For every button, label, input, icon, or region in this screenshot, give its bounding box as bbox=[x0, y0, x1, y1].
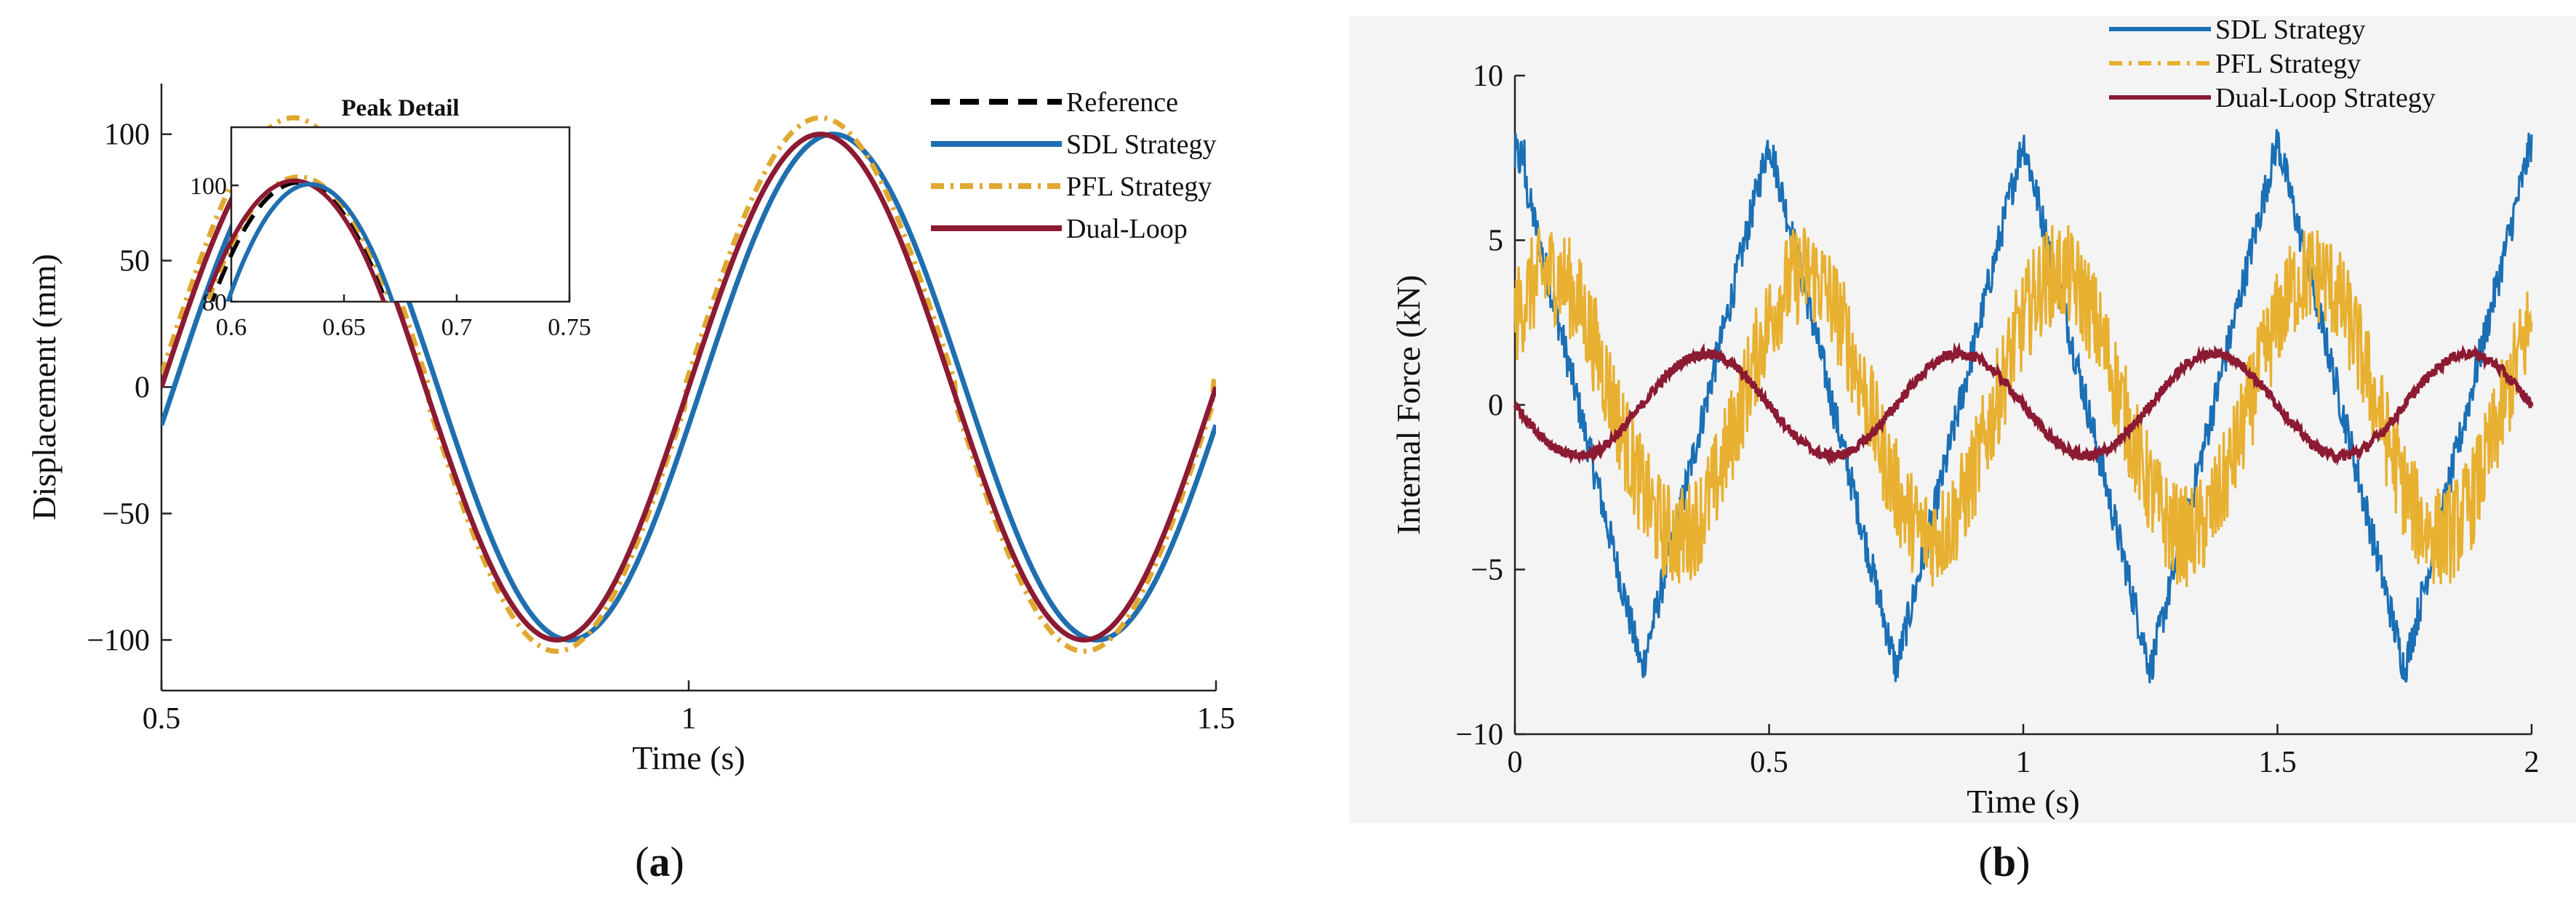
inset-title: Peak Detail bbox=[341, 95, 459, 121]
chart-b-legend-label: Dual-Loop Strategy bbox=[2215, 83, 2436, 113]
panel-a-label: (a) bbox=[635, 838, 684, 885]
chart-b-legend-label: PFL Strategy bbox=[2215, 49, 2361, 79]
chart-a-x-tick-label: 1.5 bbox=[1197, 702, 1236, 736]
chart-a-legend-label: Dual-Loop bbox=[1066, 214, 1188, 244]
chart-b-y-tick-label: −10 bbox=[1455, 718, 1503, 752]
chart-b-series-pfl-strategy bbox=[1513, 225, 2533, 587]
chart-b-x-tick-label: 2 bbox=[2524, 746, 2540, 779]
chart-a-y-tick-label: −100 bbox=[87, 624, 150, 657]
chart-a-legend-label: PFL Strategy bbox=[1066, 172, 1212, 202]
chart-b-y-tick-label: 5 bbox=[1488, 225, 1503, 258]
chart-b-series-dual-loop-strategy bbox=[1513, 342, 2534, 467]
inset-series-sdl-strategy bbox=[225, 182, 395, 302]
panel-b-label: (b) bbox=[1979, 838, 2031, 885]
panel-a: 0.5 1 1.5 −100 −50 0 50 100 Time (s) Displacement… bbox=[0, 0, 1287, 897]
chart-a-y-tick-label: 50 bbox=[119, 245, 150, 278]
chart-b-legend-label: SDL Strategy bbox=[2215, 15, 2366, 45]
chart-a-x-axis-title: Time (s) bbox=[632, 739, 745, 776]
chart-b-x-axis-title: Time (s) bbox=[1967, 783, 2080, 820]
inset-y-tick-label: 100 bbox=[190, 173, 227, 200]
panel-b-legend: SDL Strategy PFL Strategy Dual-Loop Strate… bbox=[2109, 15, 2436, 113]
chart-b-x-tick-label: 1 bbox=[2016, 746, 2031, 779]
panel-b: 0 0.5 1 1.5 2 −10 −5 0 5 10 Time (s) Internal Force… bbox=[1349, 15, 2576, 823]
chart-a-x-tick-label: 1 bbox=[681, 702, 697, 736]
panel-a-legend: Reference SDL Strategy PFL Strategy Dual-Lo… bbox=[931, 87, 1217, 244]
inset-x-tick-label: 0.65 bbox=[322, 314, 366, 341]
chart-b-x-tick-label: 1.5 bbox=[2258, 746, 2297, 779]
chart-b-y-tick-label: −5 bbox=[1471, 554, 1503, 587]
chart-b-y-tick-label: 10 bbox=[1473, 60, 1503, 93]
chart-a-y-axis-title: Displacement (mm) bbox=[25, 254, 63, 520]
inset-x-tick-label: 0.75 bbox=[548, 314, 591, 341]
inset-x-tick-label: 0.6 bbox=[216, 314, 247, 341]
chart-b-x-tick-label: 0.5 bbox=[1750, 746, 1788, 779]
inset-x-tick-label: 0.7 bbox=[441, 314, 473, 341]
chart-b-y-tick-label: 0 bbox=[1488, 389, 1503, 422]
inset-frame bbox=[230, 126, 571, 303]
chart-b-series-sdl-strategy bbox=[1513, 129, 2533, 683]
panel-a-background bbox=[0, 0, 1287, 897]
chart-a-x-tick-label: 0.5 bbox=[143, 702, 181, 736]
chart-b-y-axis-title: Internal Force (kN) bbox=[1390, 275, 1427, 535]
inset-series-dual-loop bbox=[207, 178, 386, 302]
chart-a-y-tick-label: 100 bbox=[104, 118, 150, 152]
chart-a-legend-label: SDL Strategy bbox=[1066, 129, 1217, 160]
chart-a-y-tick-label: 0 bbox=[135, 371, 150, 405]
chart-a-y-tick-label: −50 bbox=[102, 497, 150, 531]
chart-b-x-tick-label: 0 bbox=[1508, 746, 1523, 779]
panel-b-plot: 0 0.5 1 1.5 2 −10 −5 0 5 10 Time (s) Internal Force… bbox=[1390, 60, 2540, 820]
chart-a-legend-label: Reference bbox=[1066, 87, 1178, 118]
